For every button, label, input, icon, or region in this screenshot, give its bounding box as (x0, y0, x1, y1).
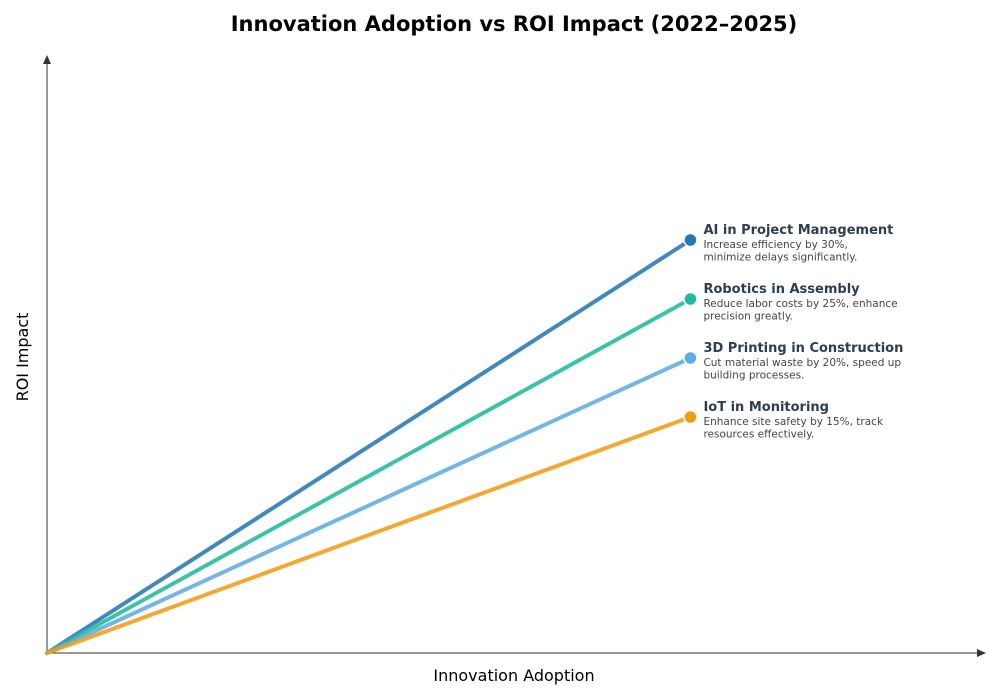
axes (43, 55, 986, 657)
series-line (45, 238, 693, 655)
series-description-line: precision greatly. (703, 311, 792, 323)
series-description-line: building processes. (703, 370, 804, 382)
series-line (45, 356, 693, 655)
series-end-point (683, 350, 698, 366)
series-description-line: Cut material waste by 20%, speed up (703, 357, 901, 369)
series-name-label: 3D Printing in Construction (703, 341, 903, 356)
series-end-point (683, 409, 698, 425)
series-description-line: minimize delays significantly. (703, 252, 857, 264)
series-end-point (683, 232, 698, 248)
series-description-line: Reduce labor costs by 25%, enhance (703, 298, 897, 310)
series-description-line: Enhance site safety by 15%, track (703, 416, 884, 428)
chart-title: Innovation Adoption vs ROI Impact (2022–… (231, 12, 798, 36)
x-axis-arrow-icon (977, 649, 986, 657)
series-line (45, 297, 693, 655)
series-name-label: IoT in Monitoring (703, 400, 829, 415)
series-end-point (683, 291, 698, 307)
series-line (45, 415, 693, 655)
series-description-line: Increase efficiency by 30%, (703, 239, 847, 251)
series-name-label: AI in Project Management (703, 223, 893, 238)
y-axis-label: ROI Impact (13, 313, 32, 402)
series-description-line: resources effectively. (703, 429, 814, 441)
y-axis-arrow-icon (43, 55, 51, 64)
series-name-label: Robotics in Assembly (703, 282, 860, 297)
x-axis-label: Innovation Adoption (433, 666, 594, 685)
